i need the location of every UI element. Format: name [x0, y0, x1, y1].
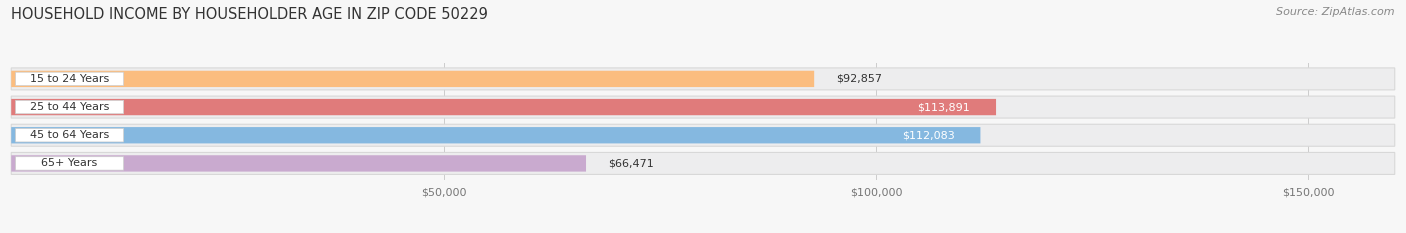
Text: 15 to 24 Years: 15 to 24 Years — [30, 74, 110, 84]
Text: $112,083: $112,083 — [901, 130, 955, 140]
FancyBboxPatch shape — [11, 68, 1395, 90]
FancyBboxPatch shape — [15, 157, 124, 170]
Text: HOUSEHOLD INCOME BY HOUSEHOLDER AGE IN ZIP CODE 50229: HOUSEHOLD INCOME BY HOUSEHOLDER AGE IN Z… — [11, 7, 488, 22]
Text: Source: ZipAtlas.com: Source: ZipAtlas.com — [1277, 7, 1395, 17]
Text: $92,857: $92,857 — [835, 74, 882, 84]
FancyBboxPatch shape — [11, 99, 995, 115]
FancyBboxPatch shape — [11, 71, 814, 87]
Text: 45 to 64 Years: 45 to 64 Years — [30, 130, 110, 140]
Text: $113,891: $113,891 — [917, 102, 970, 112]
FancyBboxPatch shape — [11, 124, 1395, 146]
FancyBboxPatch shape — [15, 100, 124, 114]
FancyBboxPatch shape — [11, 152, 1395, 175]
FancyBboxPatch shape — [15, 72, 124, 86]
FancyBboxPatch shape — [11, 155, 586, 171]
FancyBboxPatch shape — [11, 96, 1395, 118]
FancyBboxPatch shape — [15, 129, 124, 142]
Text: 25 to 44 Years: 25 to 44 Years — [30, 102, 110, 112]
FancyBboxPatch shape — [11, 127, 980, 144]
Text: 65+ Years: 65+ Years — [42, 158, 98, 168]
Text: $66,471: $66,471 — [607, 158, 654, 168]
